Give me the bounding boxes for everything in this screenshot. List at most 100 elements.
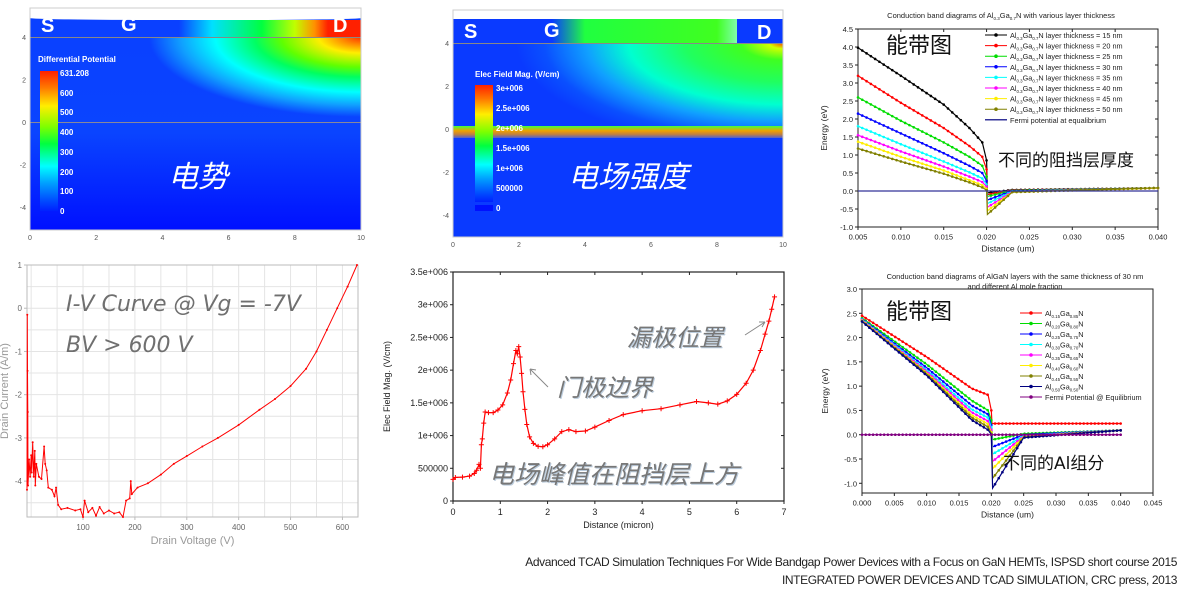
series-marker xyxy=(890,433,893,437)
series-marker xyxy=(975,419,978,422)
colorbar-label: 500 xyxy=(60,108,74,118)
series-marker xyxy=(934,374,938,377)
series-marker xyxy=(993,433,997,437)
series-marker xyxy=(1019,433,1023,437)
series-marker xyxy=(964,410,967,413)
legend-item: Al0.3Ga0.7N layer thickness = 35 nm xyxy=(985,73,1123,83)
iv-title-annotation: I-V Curve @ Vg = -7V xyxy=(66,292,301,317)
data-point xyxy=(535,443,541,449)
series-marker xyxy=(997,449,1001,452)
series-marker xyxy=(1023,436,1026,439)
data-point xyxy=(772,294,778,300)
y-tick-label: 3.5e+006 xyxy=(410,267,448,277)
data-point xyxy=(482,409,488,415)
data-point xyxy=(79,508,82,511)
text-span: Ga xyxy=(1023,95,1034,104)
series-marker xyxy=(955,135,958,139)
series-marker xyxy=(968,181,971,184)
al-fraction-annotation: 不同的Al组分 xyxy=(1003,454,1105,474)
text-span: Ga xyxy=(1060,309,1071,318)
colorbar-label: 1e+006 xyxy=(496,164,523,173)
data-point xyxy=(620,412,626,418)
series-marker xyxy=(963,122,967,126)
series-marker xyxy=(908,158,911,161)
subscript: 0.30 xyxy=(1052,346,1061,351)
series-marker xyxy=(920,166,924,169)
series-marker xyxy=(1082,422,1086,425)
series-marker xyxy=(956,396,960,399)
series-marker xyxy=(925,132,928,136)
subscript: 0.85 xyxy=(1070,314,1079,319)
series-marker xyxy=(905,433,908,437)
series-marker xyxy=(956,388,960,391)
data-point xyxy=(98,506,101,509)
series-marker xyxy=(953,401,956,405)
series-marker xyxy=(975,410,978,414)
series-marker xyxy=(1115,433,1119,437)
series-marker xyxy=(950,172,954,176)
series-marker xyxy=(942,169,946,172)
text-span: N with various layer thickness xyxy=(1016,11,1115,20)
series-marker xyxy=(895,148,898,152)
series-marker xyxy=(865,143,868,147)
series-marker xyxy=(963,169,967,172)
subscript: 0.7 xyxy=(1032,110,1039,115)
legend-marker xyxy=(994,54,998,58)
text-span: Ga xyxy=(1060,351,1071,360)
text-span: Ga xyxy=(1060,383,1071,392)
series-marker xyxy=(890,128,894,131)
text-span: Al xyxy=(1010,73,1017,82)
colorbar-label: 3e+006 xyxy=(496,84,523,93)
series-marker xyxy=(916,165,920,168)
series-marker xyxy=(1023,433,1026,437)
legend-item: Al0.3Ga0.7N layer thickness = 25 nm xyxy=(985,52,1123,62)
series-marker xyxy=(971,433,975,437)
series-marker xyxy=(1089,422,1093,425)
series-marker xyxy=(919,352,923,355)
series-marker xyxy=(938,124,941,127)
y-tick-label: 3.0 xyxy=(847,285,857,294)
data-point xyxy=(490,410,496,416)
subscript: 0.3 xyxy=(1017,68,1024,73)
data-point xyxy=(37,475,40,478)
x-axis-label: Distance (um) xyxy=(981,510,1034,520)
series-marker xyxy=(953,392,956,396)
data-point xyxy=(766,318,772,324)
series-marker xyxy=(912,125,916,129)
series-marker xyxy=(886,341,890,345)
series-marker xyxy=(927,364,930,368)
series-marker xyxy=(860,141,864,145)
data-point xyxy=(60,508,63,511)
series-marker xyxy=(886,137,890,141)
series-marker xyxy=(967,413,971,417)
series-marker xyxy=(938,373,941,376)
series-marker xyxy=(860,314,864,318)
series-marker xyxy=(946,161,950,165)
legend-label: Al0.45Ga0.55N xyxy=(1045,372,1084,382)
series-marker xyxy=(1078,422,1082,425)
data-point xyxy=(27,484,30,487)
series-marker xyxy=(901,354,904,357)
data-point xyxy=(258,408,261,411)
x-tick-label: 6 xyxy=(227,235,231,242)
text-span: Al xyxy=(1010,95,1017,104)
series-marker xyxy=(916,128,920,131)
legend-label: Al0.30Ga0.70N xyxy=(1045,341,1084,351)
series-marker xyxy=(860,114,864,117)
series-marker xyxy=(955,148,958,151)
subscript: 0.3 xyxy=(1017,100,1024,105)
series-marker xyxy=(1004,440,1008,443)
series-marker xyxy=(1008,422,1012,425)
series-marker xyxy=(882,149,886,153)
data-point xyxy=(530,440,536,446)
series-marker xyxy=(1075,422,1078,425)
y-tick-label: 3e+006 xyxy=(418,300,448,310)
series-marker xyxy=(950,111,954,114)
legend-label: Al0.3Ga0.7N layer thickness = 30 nm xyxy=(1010,63,1123,73)
series-marker xyxy=(1015,435,1019,439)
x-tick-label: 0.020 xyxy=(977,233,996,242)
series-marker xyxy=(942,103,946,106)
series-marker xyxy=(946,166,950,170)
series-marker xyxy=(1012,445,1015,449)
series-marker xyxy=(972,148,976,151)
